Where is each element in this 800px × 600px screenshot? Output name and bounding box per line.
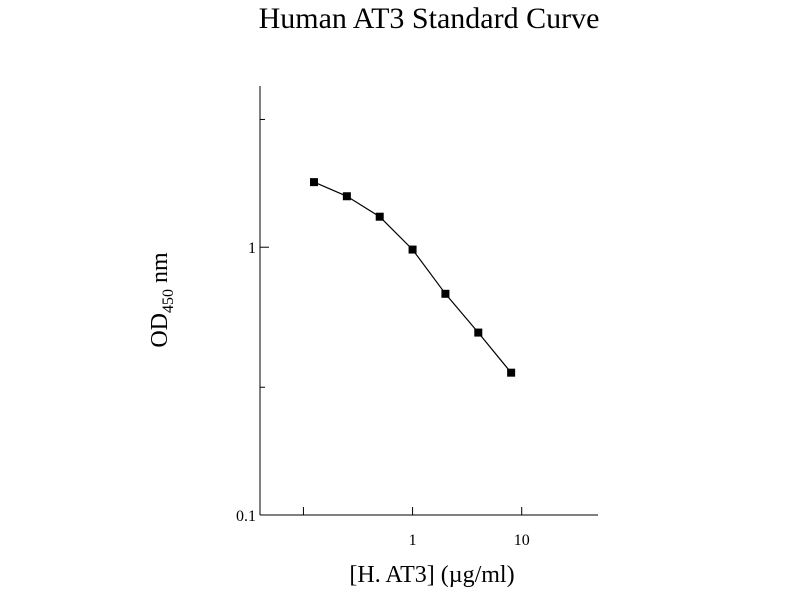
data-point [375,212,384,221]
data-point [507,368,516,377]
series [310,178,516,377]
y-tick-label: 1 [248,240,256,257]
chart-title: Human AT3 Standard Curve [258,2,600,35]
series-line [313,181,512,374]
y-tick-label: 0.1 [236,508,256,525]
x-tick-label: 10 [514,532,530,549]
data-point [474,328,483,337]
x-tick-label: 1 [409,532,417,549]
data-point [342,192,351,201]
axes [259,86,598,516]
data-point [310,178,319,187]
x-axis-label: [H. AT3] (µg/ml) [349,562,515,588]
ticks: 1 10 0.1 1 [236,118,530,549]
data-point [408,245,417,254]
data-point [441,289,450,298]
